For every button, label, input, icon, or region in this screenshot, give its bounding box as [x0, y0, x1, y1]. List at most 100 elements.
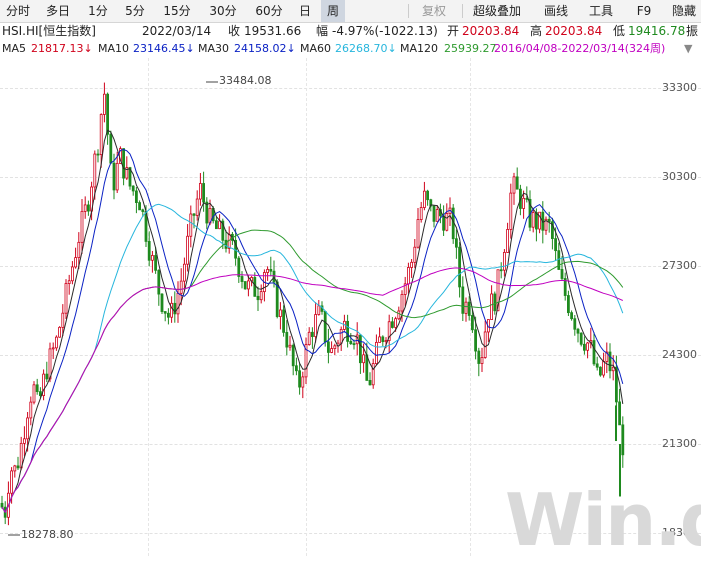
candle-body — [96, 153, 100, 156]
candle-body — [42, 373, 45, 396]
candle-body — [387, 321, 391, 341]
candle-body — [0, 502, 4, 508]
candle-body — [294, 365, 298, 372]
candle-body — [141, 209, 145, 212]
candle-body — [51, 347, 55, 350]
candle-body — [67, 280, 71, 284]
date-label: 2022/03/14 — [142, 24, 212, 38]
candle-body — [109, 133, 113, 164]
candle-body — [198, 183, 202, 200]
period-tab-15min[interactable]: 15分 — [163, 4, 191, 18]
candle-body — [458, 246, 462, 288]
candle-body — [103, 93, 106, 115]
candle-body — [61, 312, 65, 328]
candle-body — [422, 190, 426, 208]
candle-body — [160, 293, 164, 312]
candle-body — [567, 295, 570, 314]
candle-body — [502, 252, 506, 271]
candle-body — [499, 269, 503, 272]
candle-body — [474, 329, 478, 352]
candle-body — [205, 201, 209, 224]
dropdown-triangle-icon[interactable]: ▼ — [684, 42, 693, 55]
candle-body — [557, 250, 561, 270]
candle-body — [602, 361, 605, 376]
period-tab-5min[interactable]: 5分 — [125, 4, 145, 18]
symbol-label: HSI.HI[恒生指数] — [2, 24, 96, 38]
candle-body — [544, 218, 548, 231]
high-label: 高 — [530, 24, 543, 38]
candle-body — [266, 269, 270, 273]
candle-body — [371, 363, 375, 386]
period-tab-1min[interactable]: 1分 — [88, 4, 108, 18]
candle-body — [134, 190, 138, 203]
toolbar-divider — [462, 4, 463, 18]
candle-body — [35, 384, 39, 393]
candle-body — [358, 334, 362, 364]
candle-body — [470, 315, 474, 331]
candle-body — [403, 283, 407, 295]
candle-body — [349, 340, 353, 345]
candle-body — [477, 350, 481, 364]
candle-body — [339, 329, 343, 344]
candle-body — [381, 336, 385, 343]
change-label: 幅 — [316, 24, 329, 38]
candle-body — [442, 215, 446, 231]
candle-body — [176, 292, 180, 315]
candle-body — [570, 312, 573, 320]
candle-body — [400, 294, 404, 312]
candle-body — [384, 340, 388, 343]
candle-body — [32, 384, 36, 403]
close-value: 19531.66 — [244, 24, 302, 38]
candle-body — [243, 281, 247, 290]
min-price-label: 18278.80 — [21, 528, 74, 541]
period-tab-multiday[interactable]: 多日 — [45, 4, 70, 18]
candle-body — [189, 213, 193, 237]
period-tab-week[interactable]: 周 — [321, 0, 345, 22]
candle-body — [74, 257, 77, 268]
tools-button[interactable]: 工具 — [588, 4, 613, 18]
draw-line-button[interactable]: 画线 — [543, 4, 568, 18]
candle-body — [605, 351, 609, 362]
candle-body — [531, 212, 535, 228]
close-label: 收 — [228, 24, 241, 38]
candle-body — [202, 183, 206, 203]
candle-body — [419, 207, 423, 220]
candle-body — [493, 293, 497, 312]
period-tab-fenshi[interactable]: 分时 — [5, 4, 30, 18]
candle-body — [538, 211, 541, 230]
candle-body — [362, 354, 366, 364]
low-label: 低 — [613, 24, 626, 38]
period-tab-60min[interactable]: 60分 — [255, 4, 283, 18]
candle-body — [173, 302, 177, 315]
candle-body — [535, 212, 538, 230]
f9-button[interactable]: F9 — [636, 4, 652, 18]
period-tab-day[interactable]: 日 — [298, 4, 311, 18]
candle-body — [352, 343, 356, 346]
ma120-value: 25939.27 — [444, 42, 497, 55]
restore-rights-button[interactable]: 复权 — [421, 4, 446, 18]
super-overlay-button[interactable]: 超级叠加 — [472, 4, 521, 18]
grid-line — [0, 266, 701, 267]
candle-body — [298, 370, 302, 388]
ma5-line — [1, 129, 624, 514]
candle-body — [365, 354, 369, 381]
candle-body — [317, 305, 321, 315]
grid-line — [148, 58, 149, 556]
candle-body — [166, 312, 170, 318]
candle-body — [599, 366, 602, 376]
hide-button[interactable]: 隐藏 — [671, 4, 696, 18]
candle-body — [45, 373, 49, 380]
candle-body — [563, 278, 567, 296]
period-tab-30min[interactable]: 30分 — [209, 4, 237, 18]
ma120-line — [1, 267, 624, 514]
candle-body — [573, 318, 577, 330]
candle-body — [301, 376, 305, 388]
candle-body — [157, 269, 161, 295]
candle-body — [10, 470, 14, 494]
ma10-value: 23146.45↓ — [133, 42, 195, 55]
candle-body — [275, 281, 279, 317]
ma30-line — [1, 203, 624, 514]
candle-body — [147, 241, 151, 261]
candle-body — [619, 444, 621, 497]
